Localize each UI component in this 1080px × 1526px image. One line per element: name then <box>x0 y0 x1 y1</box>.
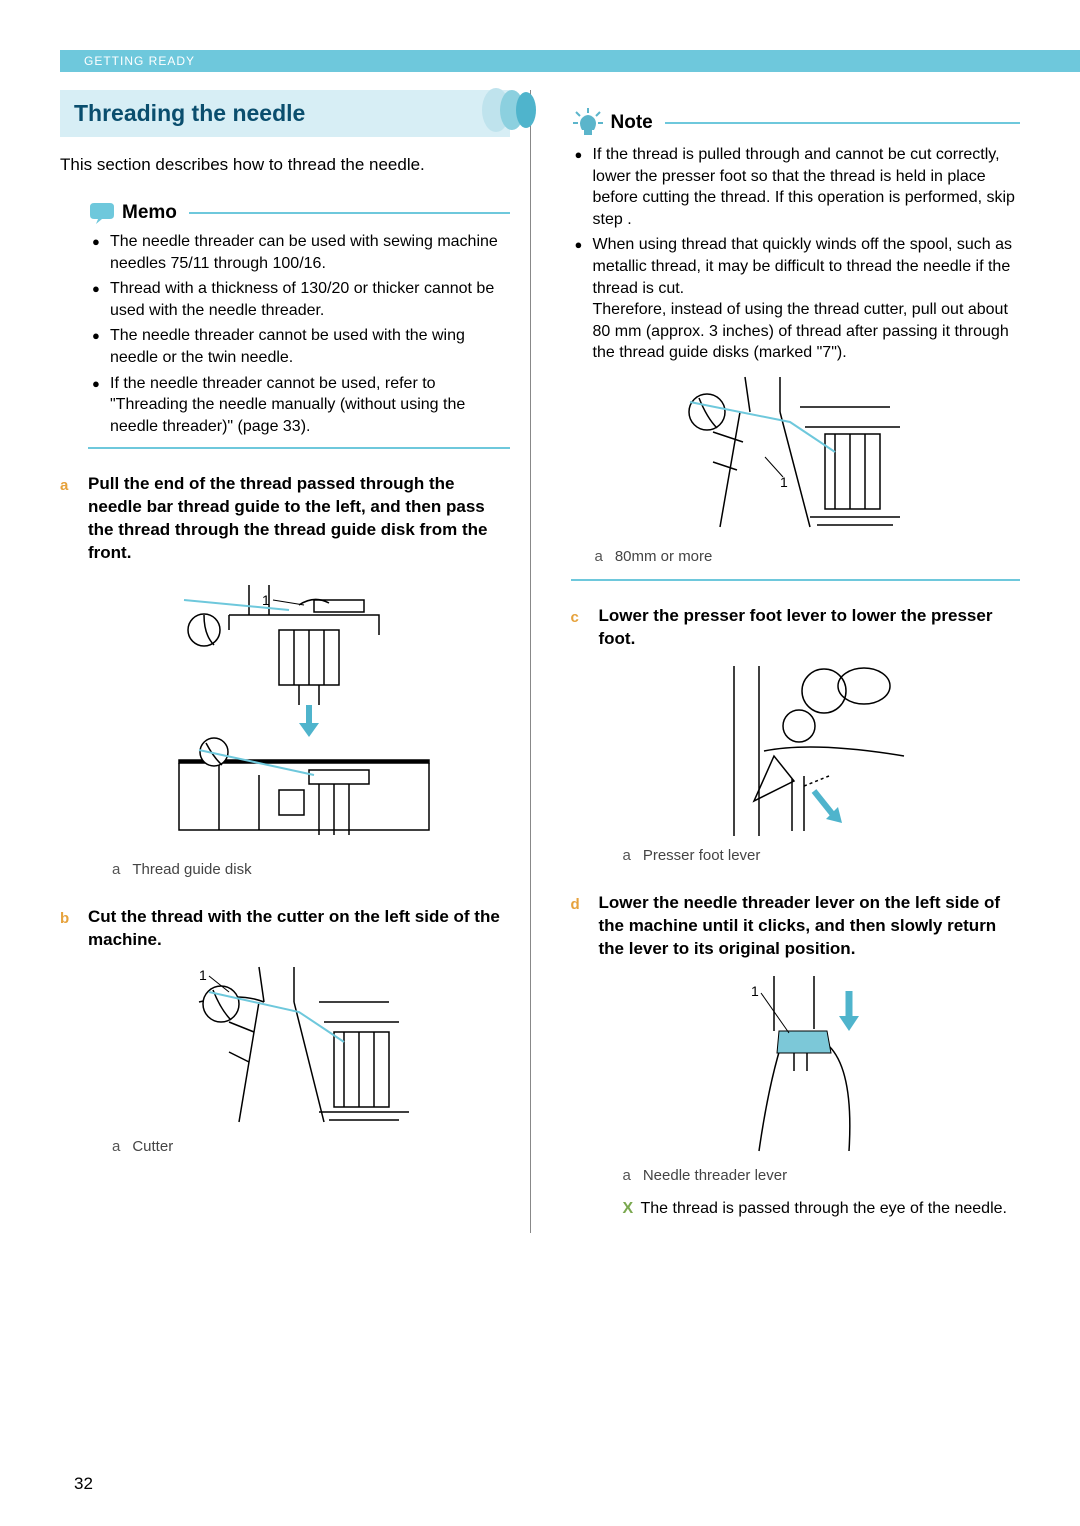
breadcrumb: GETTING READY <box>60 54 195 68</box>
step-a: a Pull the end of the thread passed thro… <box>60 473 510 892</box>
step-a-caption: aThread guide disk <box>112 861 510 878</box>
note-icon <box>571 108 605 138</box>
header-bar: GETTING READY <box>60 50 1080 72</box>
step-c-title: Lower the presser foot lever to lower th… <box>599 605 1021 651</box>
memo-item: Thread with a thickness of 130/20 or thi… <box>92 278 510 321</box>
note-item: When using thread that quickly winds off… <box>575 234 1021 364</box>
step-d-figure: 1 <box>599 971 1021 1161</box>
svg-text:1: 1 <box>780 474 788 490</box>
result-marker-icon: X <box>623 1198 634 1220</box>
swoosh-decoration <box>478 82 538 138</box>
step-d-caption: aNeedle threader lever <box>623 1167 1021 1184</box>
svg-text:1: 1 <box>751 983 759 999</box>
note-figure: 1 <box>571 372 1021 542</box>
memo-item: The needle threader can be used with sew… <box>92 231 510 274</box>
step-b-figure: 1 <box>88 962 510 1132</box>
section-intro: This section describes how to thread the… <box>60 155 510 175</box>
note-rule-bottom <box>571 579 1021 581</box>
page-number: 32 <box>74 1474 93 1494</box>
note-title: Note <box>611 112 653 134</box>
memo-item: If the needle threader cannot be used, r… <box>92 373 510 438</box>
memo-item: The needle threader cannot be used with … <box>92 325 510 368</box>
right-column: Note If the thread is pulled through and… <box>561 90 1021 1233</box>
note-callout: Note If the thread is pulled through and… <box>571 108 1021 581</box>
step-c: c Lower the presser foot lever to lower … <box>571 605 1021 878</box>
step-a-title: Pull the end of the thread passed throug… <box>88 473 510 565</box>
step-b-title: Cut the thread with the cutter on the le… <box>88 906 510 952</box>
left-column: Threading the needle This section descri… <box>60 90 531 1233</box>
section-title-bar: Threading the needle <box>60 90 510 137</box>
step-d: d Lower the needle threader lever on the… <box>571 892 1021 1219</box>
note-item: If the thread is pulled through and cann… <box>575 144 1021 230</box>
step-d-title: Lower the needle threader lever on the l… <box>599 892 1021 961</box>
step-letter: d <box>571 892 585 1219</box>
note-caption: a80mm or more <box>595 548 1021 565</box>
step-c-figure <box>599 661 1021 841</box>
svg-text:1: 1 <box>199 967 207 983</box>
step-a-figure: 1 <box>88 575 510 855</box>
memo-rule-bottom <box>88 447 510 449</box>
section-title: Threading the needle <box>74 100 496 127</box>
step-letter: b <box>60 906 74 1169</box>
step-b: b Cut the thread with the cutter on the … <box>60 906 510 1169</box>
memo-icon <box>88 201 116 225</box>
step-letter: a <box>60 473 74 892</box>
memo-callout: Memo The needle threader can be used wit… <box>88 201 510 449</box>
note-rule <box>665 122 1020 124</box>
svg-text:1: 1 <box>262 592 270 608</box>
step-c-caption: aPresser foot lever <box>623 847 1021 864</box>
step-d-result: X The thread is passed through the eye o… <box>623 1198 1021 1220</box>
step-b-caption: aCutter <box>112 1138 510 1155</box>
memo-rule <box>189 212 510 214</box>
memo-title: Memo <box>122 202 177 224</box>
page-content: Threading the needle This section descri… <box>60 90 1020 1233</box>
step-letter: c <box>571 605 585 878</box>
